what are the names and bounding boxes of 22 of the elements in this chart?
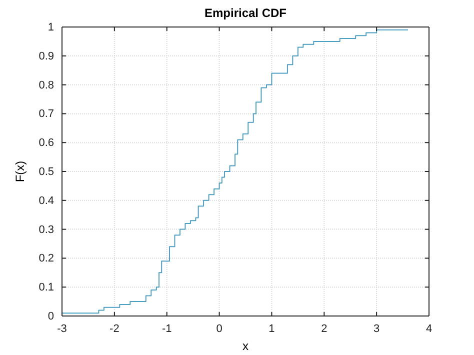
- x-tick-label: -1: [162, 322, 172, 335]
- y-tick-label: 0.4: [38, 194, 54, 207]
- y-tick-label: 1: [48, 22, 54, 34]
- y-tick-label: 0.7: [38, 108, 54, 120]
- x-tick-label: 1: [268, 322, 275, 335]
- y-tick-label: 0: [48, 310, 54, 323]
- x-tick-label: 0: [216, 322, 222, 335]
- y-tick-label: 0.8: [38, 79, 54, 92]
- x-tick-label: 2: [321, 322, 328, 335]
- y-tick-label: 0.2: [38, 252, 54, 265]
- y-axis-title: F(x): [13, 160, 27, 182]
- x-tick-label: 3: [374, 322, 380, 335]
- y-tick-label: 0.9: [38, 50, 54, 62]
- y-tick-label: 0.3: [38, 224, 54, 236]
- x-axis-title: x: [242, 339, 248, 353]
- y-tick-label: 0.5: [38, 166, 54, 178]
- x-tick-label: -3: [57, 322, 67, 335]
- chart-title: Empirical CDF: [204, 6, 287, 20]
- x-tick-label: 4: [426, 322, 432, 335]
- x-tick-label: -2: [110, 322, 120, 335]
- y-tick-label: 0.1: [38, 282, 54, 294]
- y-tick-label: 0.6: [38, 137, 54, 150]
